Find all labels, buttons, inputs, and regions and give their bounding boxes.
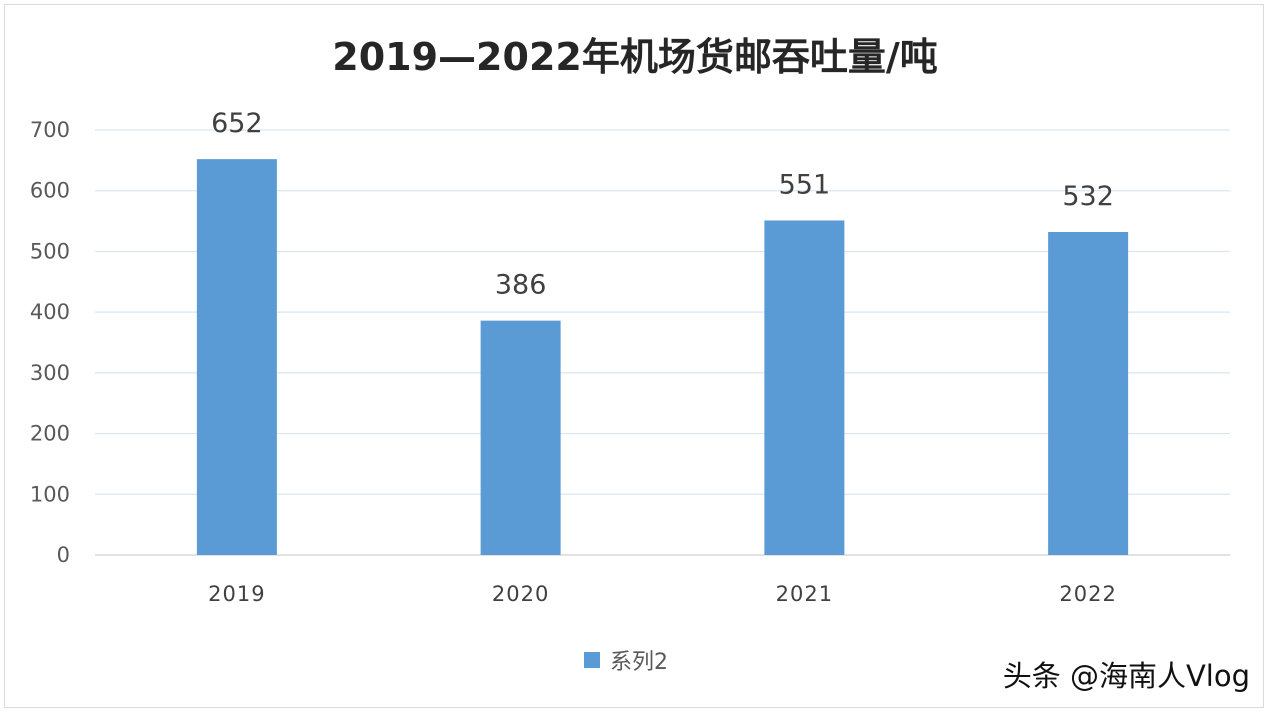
data-label-2020: 386 — [495, 270, 547, 301]
x-tick-label-2019: 2019 — [208, 582, 265, 606]
data-labels: 652 386 551 532 — [211, 108, 1114, 301]
y-tick-label: 500 — [30, 239, 70, 263]
x-tick-label-2020: 2020 — [492, 582, 549, 606]
y-tick-label: 200 — [30, 422, 70, 446]
y-tick-label: 400 — [30, 300, 70, 324]
data-label-2021: 551 — [779, 169, 831, 200]
y-tick-label: 100 — [30, 482, 70, 506]
bar-2021 — [764, 220, 845, 555]
y-tick-label: 0 — [57, 543, 70, 567]
legend-label: 系列2 — [610, 650, 668, 675]
y-tick-label: 300 — [30, 361, 70, 385]
gridlines — [95, 129, 1230, 556]
x-tick-label-2021: 2021 — [776, 582, 833, 606]
y-axis-tick-labels: 0 100 200 300 400 500 600 700 — [30, 118, 70, 567]
bar-2022 — [1048, 232, 1129, 555]
bars — [196, 159, 1129, 555]
y-tick-label: 700 — [30, 118, 70, 142]
data-label-2019: 652 — [211, 108, 263, 139]
data-label-2022: 532 — [1062, 181, 1114, 212]
watermark: 头条 @海南人Vlog — [1003, 659, 1250, 693]
bar-2019 — [196, 159, 277, 555]
chart-title: 2019—2022年机场货邮吞吐量/吨 — [332, 35, 937, 79]
legend: 系列2 — [584, 650, 668, 675]
bar-2020 — [480, 320, 561, 555]
y-tick-label: 600 — [30, 179, 70, 203]
x-axis-tick-labels: 2019 2020 2021 2022 — [208, 582, 1116, 606]
x-tick-label-2022: 2022 — [1059, 582, 1116, 606]
legend-swatch — [584, 652, 600, 668]
